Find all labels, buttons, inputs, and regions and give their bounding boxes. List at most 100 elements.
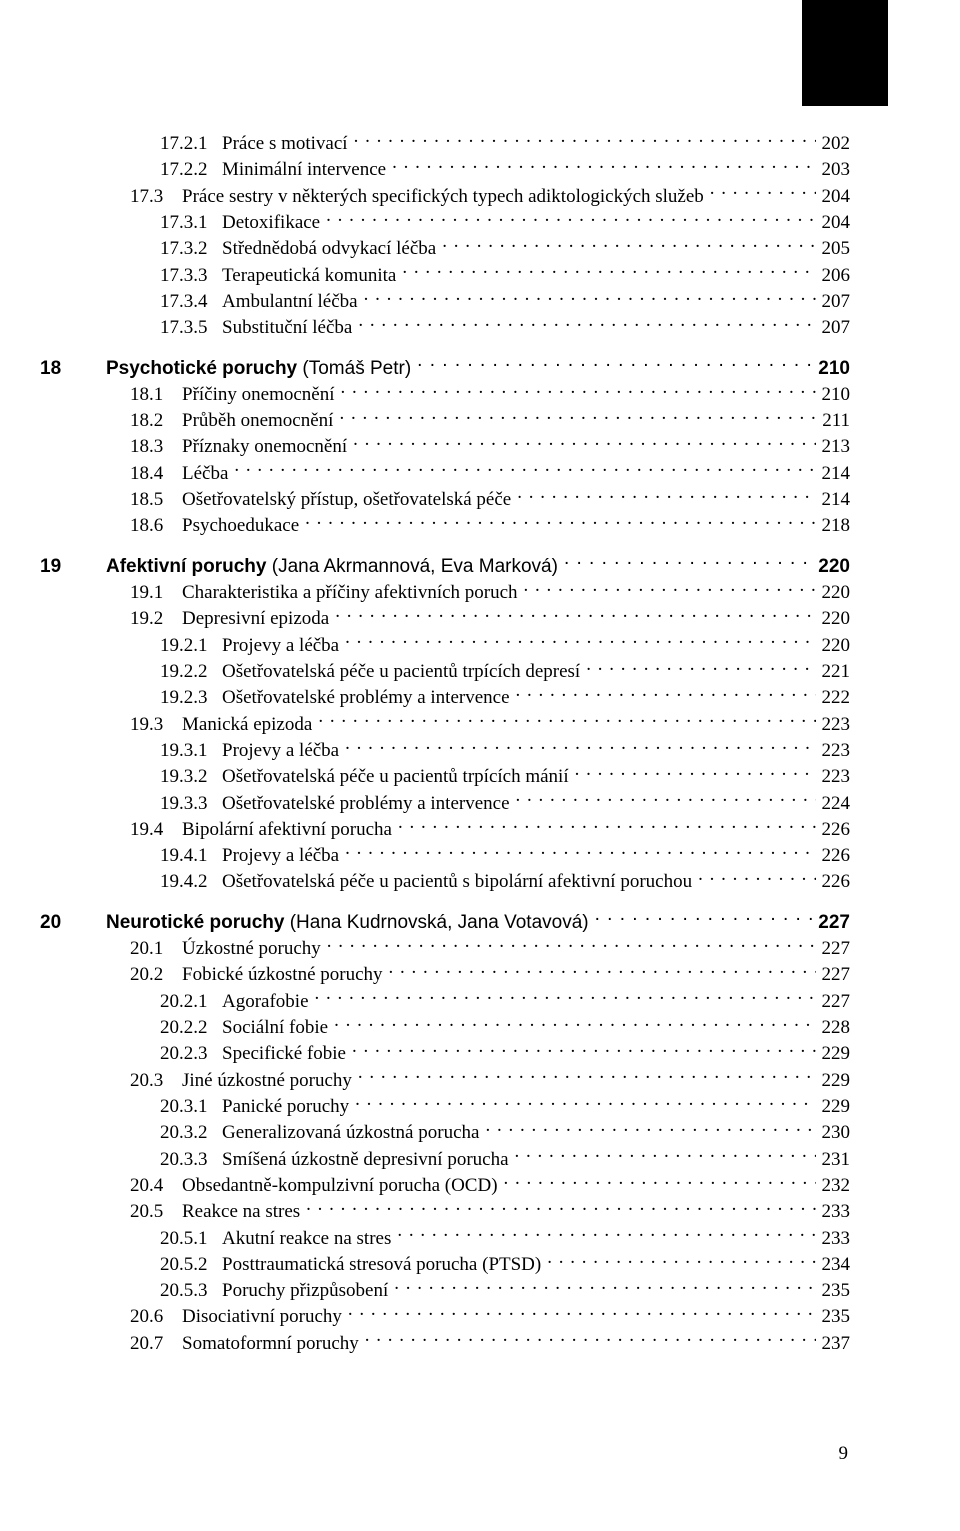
toc-section-title: Somatoformní poruchy: [182, 1332, 365, 1356]
toc-chapter-number: 19: [40, 555, 106, 579]
toc-entry: 19.2.3Ošetřovatelské problémy a interven…: [100, 684, 850, 710]
toc-section-title: Ošetřovatelské problémy a intervence: [222, 686, 516, 710]
toc-section-title: Depresivní epizoda: [182, 607, 335, 631]
toc-section-title: Specifické fobie: [222, 1042, 352, 1066]
toc-page: 214: [816, 488, 851, 512]
toc-leader: [358, 1067, 816, 1086]
toc-entry: 20Neurotické poruchy (Hana Kudrnovská, J…: [40, 909, 850, 935]
toc-leader: [402, 262, 815, 281]
toc-entry: 19.4Bipolární afektivní porucha226: [100, 816, 850, 842]
toc-leader: [516, 684, 816, 703]
toc-entry: 18.1Příčiny onemocnění210: [100, 381, 850, 407]
toc-leader: [353, 433, 815, 452]
toc-page: 229: [816, 1069, 851, 1093]
toc-entry: 18.5Ošetřovatelský přístup, ošetřovatels…: [100, 486, 850, 512]
toc-page: 220: [816, 607, 851, 631]
toc-leader: [355, 1093, 815, 1112]
toc-entry: 20.7Somatoformní poruchy 237: [100, 1330, 850, 1356]
toc-chapter-title: Psychotické poruchy (Tomáš Petr): [106, 357, 417, 381]
toc-section-number: 20.3.2: [160, 1121, 222, 1145]
toc-section-title: Panické poruchy: [222, 1095, 355, 1119]
toc-section-title: Jiné úzkostné poruchy: [182, 1069, 358, 1093]
toc-page: 211: [816, 409, 850, 433]
toc-section-number: 20.5.2: [160, 1253, 222, 1277]
toc-page: 203: [816, 158, 851, 182]
toc-entry: 20.2Fobické úzkostné poruchy227: [100, 961, 850, 987]
toc-leader: [327, 935, 816, 954]
toc-entry: 20.5.2Posttraumatická stresová porucha (…: [100, 1251, 850, 1277]
toc-page: 214: [816, 462, 851, 486]
toc-section-title: Fobické úzkostné poruchy: [182, 963, 389, 987]
toc-section-title: Projevy a léčba: [222, 844, 345, 868]
toc-chapter-number: 20: [40, 911, 106, 935]
toc-leader: [516, 790, 816, 809]
toc-section-number: 19.3.3: [160, 792, 222, 816]
toc-leader: [365, 1330, 816, 1349]
toc-page: 204: [816, 211, 851, 235]
toc-section-number: 19.4.1: [160, 844, 222, 868]
toc-section-title: Práce s motivací: [222, 132, 354, 156]
toc-page: 235: [816, 1279, 851, 1303]
toc-entry: 20.2.1Agorafobie227: [100, 988, 850, 1014]
toc-leader: [306, 1198, 815, 1217]
toc-section-number: 19.4: [130, 818, 182, 842]
thumb-tab: [802, 0, 888, 106]
toc-page: 228: [816, 1016, 851, 1040]
toc-page: 233: [816, 1227, 851, 1251]
toc-section-number: 17.3.5: [160, 316, 222, 340]
toc-section-number: 19.2.2: [160, 660, 222, 684]
toc-leader: [517, 486, 815, 505]
toc-leader: [352, 1040, 816, 1059]
toc-leader: [710, 183, 816, 202]
toc-leader: [389, 961, 816, 980]
toc-page: 223: [816, 765, 851, 789]
toc-entry: 19.3.2Ošetřovatelská péče u pacientů trp…: [100, 763, 850, 789]
toc-page: 233: [816, 1200, 851, 1224]
toc-section-number: 19.1: [130, 581, 182, 605]
toc-leader: [417, 355, 812, 374]
toc-page: 220: [816, 581, 851, 605]
toc-section-number: 20.7: [130, 1332, 182, 1356]
toc-entry: 20.4Obsedantně-kompulzivní porucha (OCD)…: [100, 1172, 850, 1198]
toc-leader: [341, 381, 816, 400]
toc-section-number: 19.2: [130, 607, 182, 631]
toc-chapter-title: Neurotické poruchy (Hana Kudrnovská, Jan…: [106, 911, 595, 935]
toc-section-title: Disociativní poruchy: [182, 1305, 348, 1329]
toc-section-title: Manická epizoda: [182, 713, 318, 737]
toc-page: 220: [812, 555, 850, 579]
toc-entry: 18.3Příznaky onemocnění213: [100, 433, 850, 459]
toc-page: 221: [816, 660, 851, 684]
toc-section-title: Charakteristika a příčiny afektivních po…: [182, 581, 524, 605]
toc-section-title: Akutní reakce na stres: [222, 1227, 397, 1251]
toc-entry: 20.3.3Smíšená úzkostně depresivní poruch…: [100, 1146, 850, 1172]
toc-leader: [345, 842, 815, 861]
toc-section-number: 19.3.2: [160, 765, 222, 789]
toc-section-title: Minimální intervence: [222, 158, 392, 182]
toc-page: 226: [816, 870, 851, 894]
toc-entry: 20.3Jiné úzkostné poruchy229: [100, 1067, 850, 1093]
toc-leader: [394, 1277, 815, 1296]
toc-section-title: Obsedantně-kompulzivní porucha (OCD): [182, 1174, 504, 1198]
toc-section-title: Ošetřovatelské problémy a intervence: [222, 792, 516, 816]
toc-page: 204: [816, 185, 851, 209]
toc-section-number: 20.6: [130, 1305, 182, 1329]
toc-leader: [335, 605, 815, 624]
toc-leader: [564, 553, 812, 572]
page-number: 9: [839, 1443, 849, 1465]
toc-page: 207: [816, 316, 851, 340]
toc-page: 237: [816, 1332, 851, 1356]
toc-page: 223: [816, 739, 851, 763]
toc-section-number: 17.3.4: [160, 290, 222, 314]
toc-section-title: Reakce na stres: [182, 1200, 306, 1224]
toc-section-title: Průběh onemocnění: [182, 409, 339, 433]
toc-page: 206: [816, 264, 851, 288]
toc-page: 224: [816, 792, 851, 816]
toc-leader: [315, 988, 816, 1007]
toc-section-number: 17.3: [130, 185, 182, 209]
toc-entry: 20.6Disociativní poruchy235: [100, 1303, 850, 1329]
toc-leader: [354, 130, 816, 149]
toc-section-title: Ošetřovatelská péče u pacientů trpících …: [222, 660, 586, 684]
toc-page: 229: [816, 1042, 851, 1066]
toc-section-number: 20.1: [130, 937, 182, 961]
toc-section-number: 18.3: [130, 435, 182, 459]
